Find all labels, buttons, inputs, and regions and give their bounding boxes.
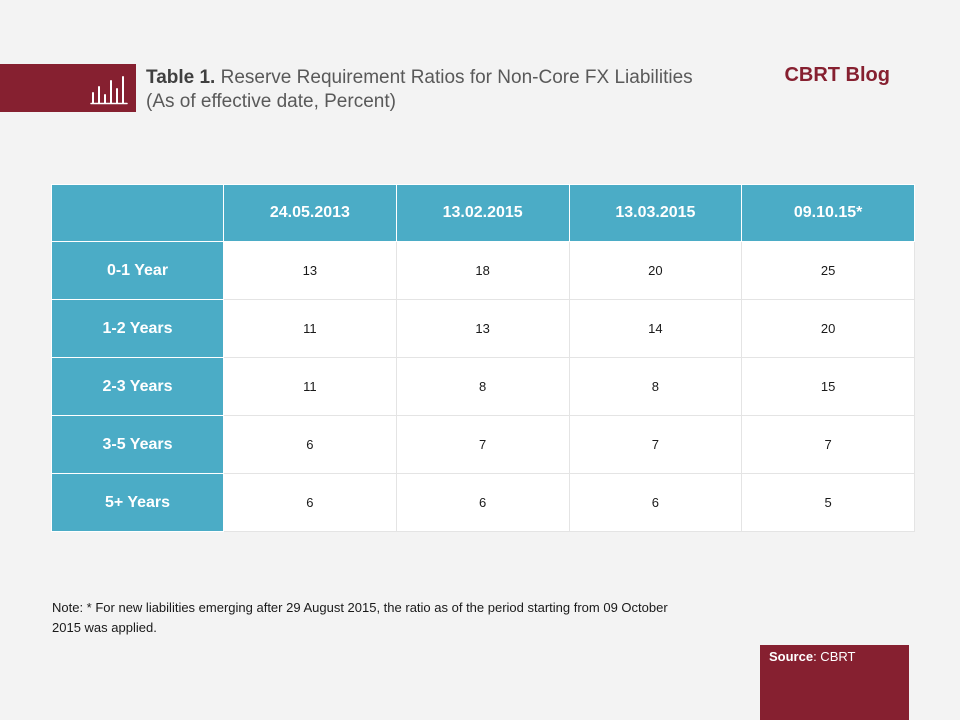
column-header: 09.10.15* bbox=[741, 184, 915, 242]
table-cell: 6 bbox=[223, 415, 397, 474]
row-label: 2-3 Years bbox=[51, 357, 224, 416]
table-cell: 20 bbox=[568, 241, 743, 300]
table-cell: 7 bbox=[568, 415, 743, 474]
table-cell: 18 bbox=[395, 241, 570, 300]
table-cell: 13 bbox=[395, 299, 570, 358]
table-cell: 20 bbox=[741, 299, 915, 358]
table-cell: 7 bbox=[395, 415, 570, 474]
table-cell: 6 bbox=[223, 473, 397, 532]
header-corner-cell bbox=[51, 184, 224, 242]
row-label: 1-2 Years bbox=[51, 299, 224, 358]
row-label: 3-5 Years bbox=[51, 415, 224, 474]
reserve-ratio-table: 24.05.2013 13.02.2015 13.03.2015 09.10.15* … bbox=[51, 184, 915, 532]
table-row: 5+ Years 6 6 6 5 bbox=[51, 473, 915, 532]
header-accent-bar bbox=[0, 64, 136, 112]
column-header: 24.05.2013 bbox=[223, 184, 397, 242]
title-text: Reserve Requirement Ratios for Non-Core … bbox=[146, 67, 693, 112]
row-label: 5+ Years bbox=[51, 473, 224, 532]
table-cell: 8 bbox=[395, 357, 570, 416]
column-header: 13.02.2015 bbox=[395, 184, 570, 242]
page-title: Table 1. Reserve Requirement Ratios for … bbox=[146, 66, 706, 114]
table-cell: 7 bbox=[741, 415, 915, 474]
table-cell: 11 bbox=[223, 357, 397, 416]
table-cell: 6 bbox=[395, 473, 570, 532]
table-cell: 5 bbox=[741, 473, 915, 532]
table-cell: 14 bbox=[568, 299, 743, 358]
blog-brand: CBRT Blog bbox=[784, 64, 890, 86]
table-cell: 13 bbox=[223, 241, 397, 300]
table-row: 3-5 Years 6 7 7 7 bbox=[51, 415, 915, 474]
table-header-row: 24.05.2013 13.02.2015 13.03.2015 09.10.15* bbox=[51, 184, 915, 242]
footnote: Note: * For new liabilities emerging aft… bbox=[52, 600, 668, 635]
row-label: 0-1 Year bbox=[51, 241, 224, 300]
source-box: Source: CBRT bbox=[760, 645, 909, 720]
table-cell: 25 bbox=[741, 241, 915, 300]
table-cell: 15 bbox=[741, 357, 915, 416]
title-prefix: Table 1. bbox=[146, 67, 216, 88]
column-header: 13.03.2015 bbox=[568, 184, 743, 242]
table-row: 2-3 Years 11 8 8 15 bbox=[51, 357, 915, 416]
bar-chart-icon bbox=[90, 76, 128, 105]
table-cell: 6 bbox=[568, 473, 743, 532]
source-label: Source bbox=[769, 649, 814, 664]
table-row: 0-1 Year 13 18 20 25 bbox=[51, 241, 915, 300]
table-cell: 11 bbox=[223, 299, 397, 358]
table-row: 1-2 Years 11 13 14 20 bbox=[51, 299, 915, 358]
table-cell: 8 bbox=[568, 357, 743, 416]
source-value: : CBRT bbox=[813, 649, 856, 664]
